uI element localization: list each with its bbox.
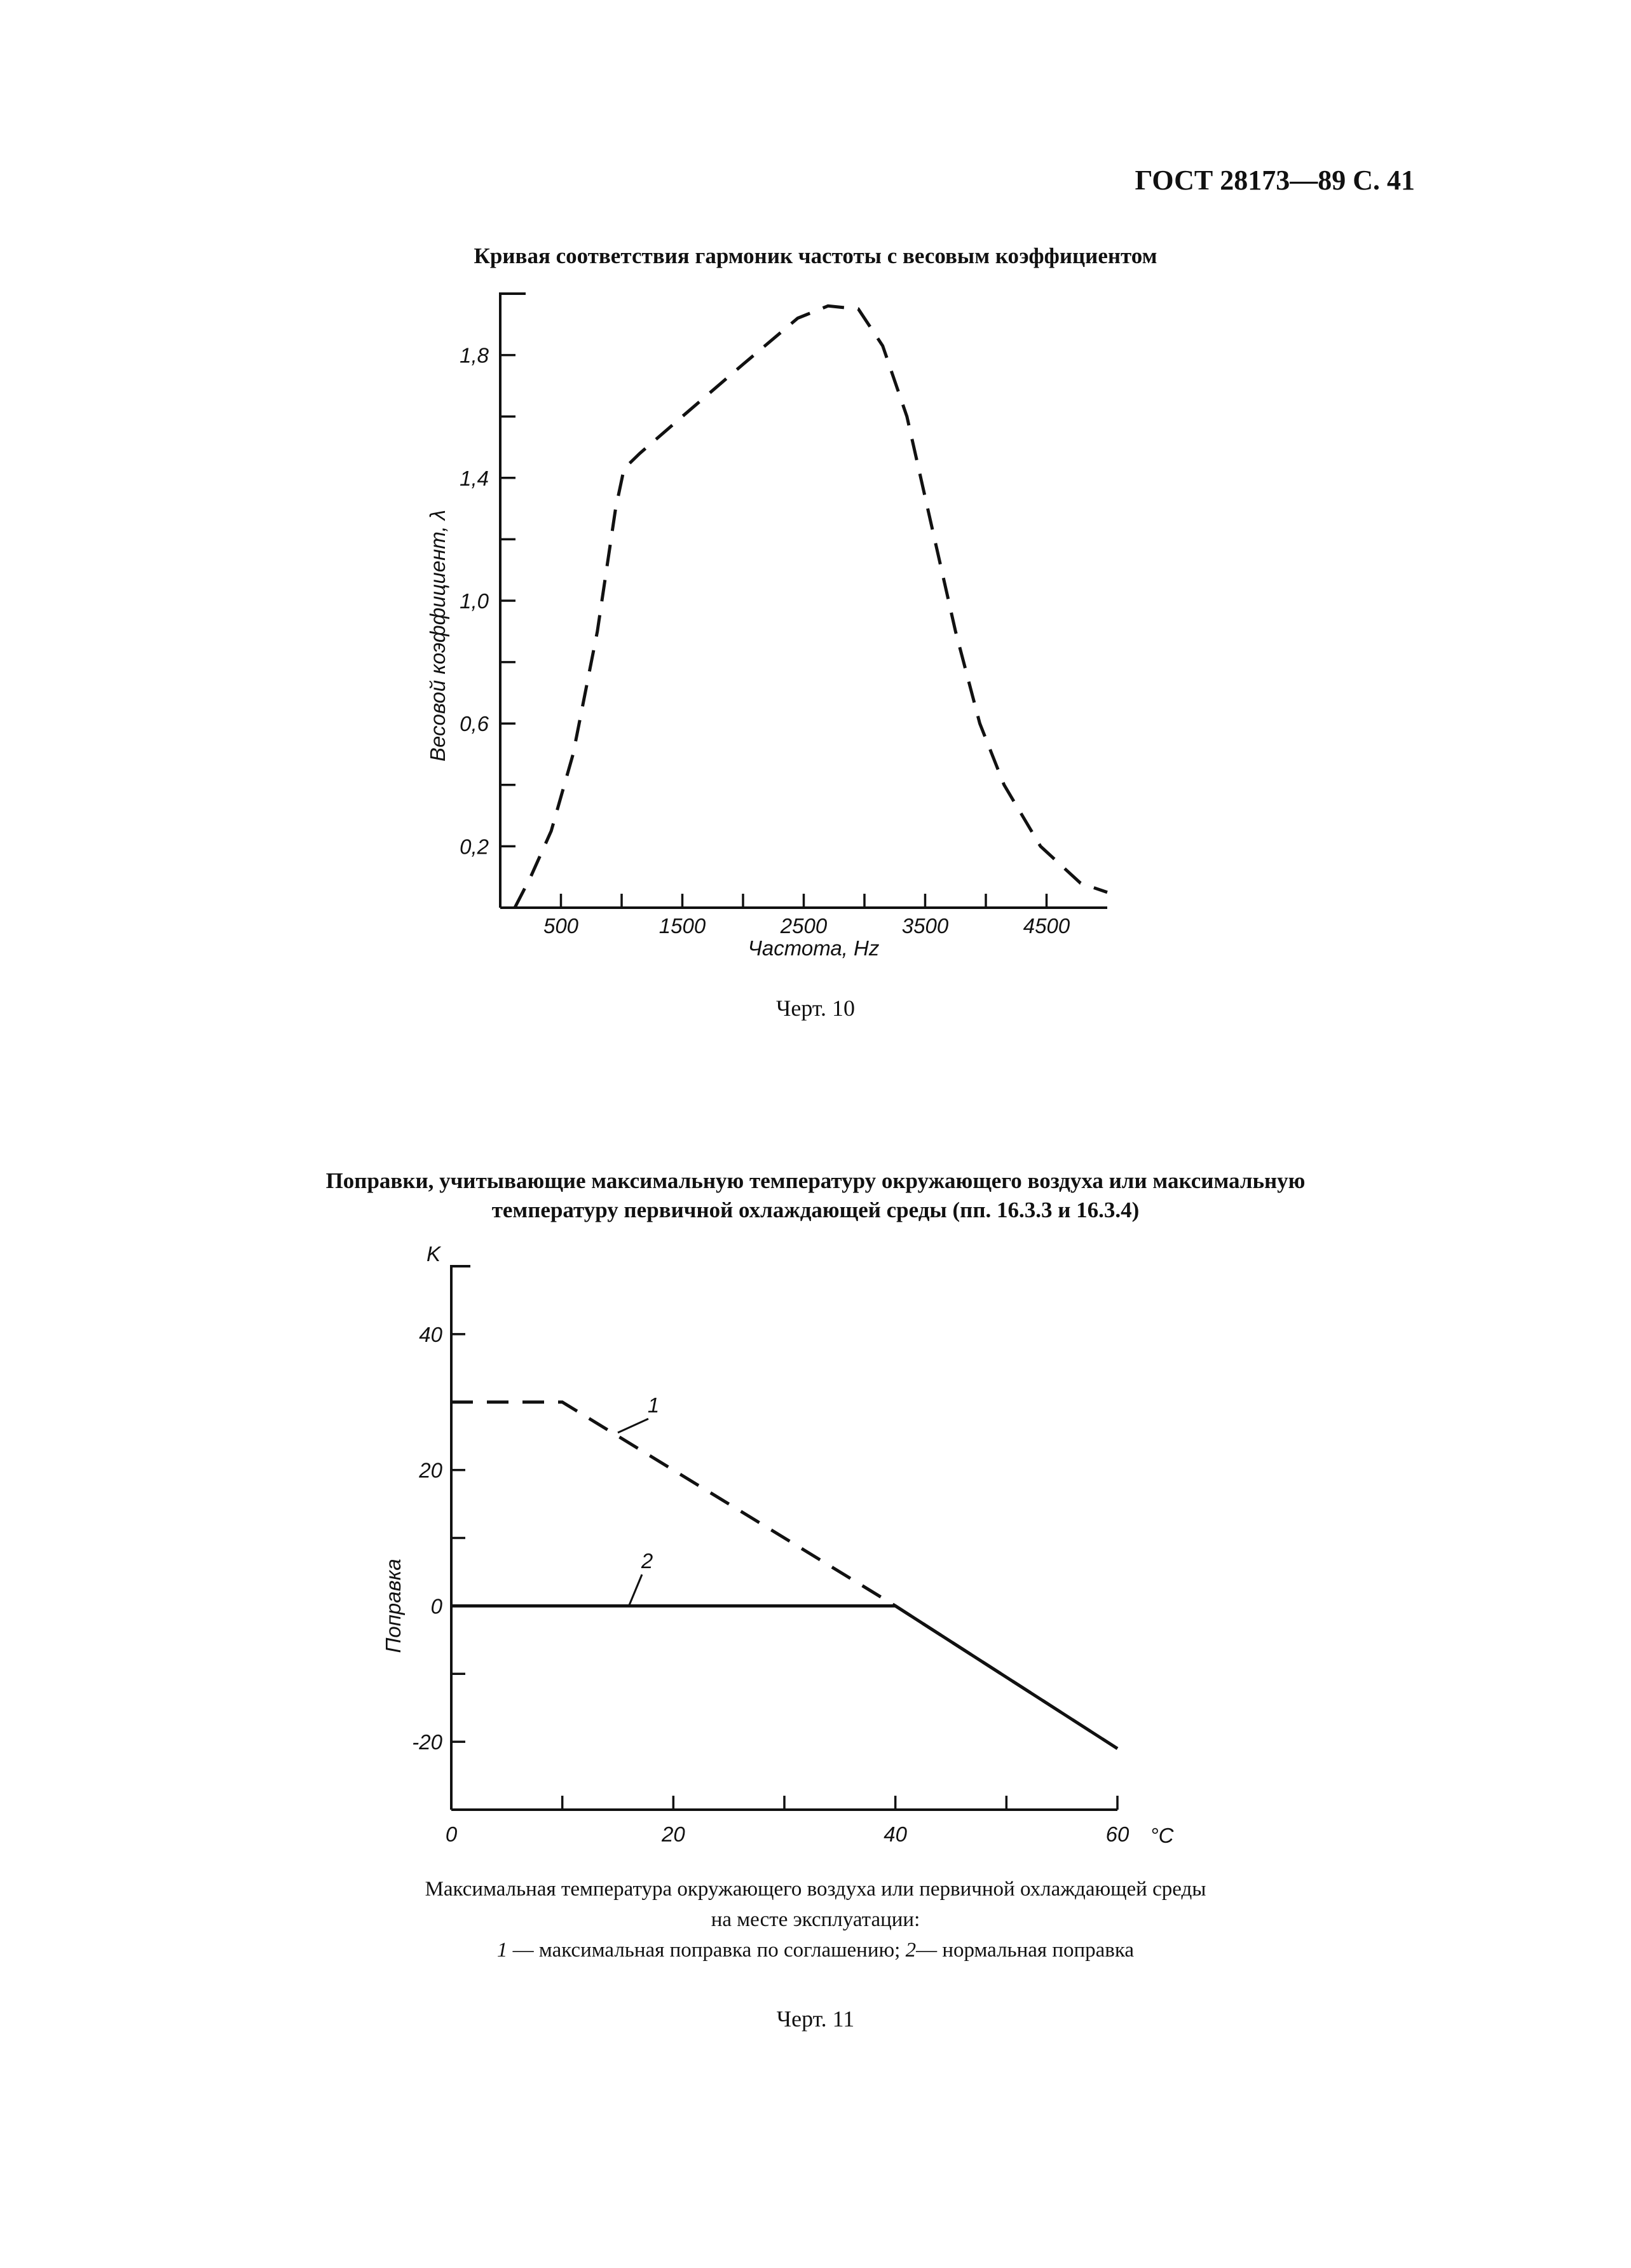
figure-11-note-line3: 1 — максимальная поправка по соглашению;… (0, 1935, 1631, 1965)
figure-10-caption: Черт. 10 (776, 995, 855, 1021)
series-callout-line (617, 1418, 649, 1434)
y-axis-label: Весовой коэффициент, λ (426, 510, 449, 762)
series-label: 2 (641, 1549, 653, 1573)
x-tick-label: 20 (661, 1822, 685, 1846)
y-tick-label: 0,6 (460, 712, 489, 735)
x-tick-label: 2500 (780, 914, 828, 938)
figure-11-note-line2: на месте эксплуатации: (711, 1908, 920, 1931)
y-tick-label: 1,8 (460, 344, 489, 367)
x-tick-label: 4500 (1023, 914, 1070, 938)
y-tick-label: 40 (419, 1323, 442, 1346)
y-tick-label: 1,0 (460, 589, 489, 613)
series-callout-line (628, 1574, 643, 1606)
x-tick-label: 0 (446, 1822, 458, 1846)
x-tick-label: 3500 (902, 914, 949, 938)
x-tick-label: 40 (884, 1822, 907, 1846)
page-header: ГОСТ 28173—89 С. 41 (1135, 165, 1415, 196)
figure-11-title-line2: температуру первичной охлаждающей среды … (491, 1198, 1140, 1222)
x-tick-label: 500 (543, 914, 579, 938)
figure-11-title-line1: Поправки, учитывающие максимальную темпе… (325, 1168, 1306, 1193)
y-tick-label: 0,2 (460, 835, 489, 858)
x-tick-label: 60 (1106, 1822, 1129, 1846)
series-1-line (451, 1400, 1119, 1750)
y-unit-label: K (427, 1242, 442, 1266)
y-tick-label: 0 (431, 1594, 443, 1618)
y-tick-label: -20 (412, 1730, 442, 1754)
y-axis-label: Поправка (381, 1559, 405, 1653)
legend-number-1: 1 (496, 1939, 508, 1962)
y-tick-label: 20 (418, 1459, 442, 1482)
legend-text-2: — нормальная поправка (916, 1939, 1135, 1962)
figure-11-caption: Черт. 11 (776, 2006, 855, 2032)
x-axis-label: °C (1150, 1824, 1174, 1847)
y-axis-line (450, 1265, 470, 1810)
figure-10-title: Кривая соответствия гармоник частоты с в… (474, 243, 1157, 268)
figure-11-note-line1: Максимальная температура окружающего воз… (425, 1878, 1206, 1901)
legend-text-1: — максимальная поправка по соглашению; (507, 1939, 906, 1962)
y-tick-label: 1,4 (460, 467, 489, 490)
y-axis-line (499, 292, 526, 908)
x-axis-label: Частота, Hz (748, 936, 880, 960)
series-label: 1 (648, 1393, 659, 1417)
legend-number-2: 2 (905, 1939, 917, 1962)
series-2-line (451, 1604, 1119, 1750)
weight-curve-line (513, 304, 1108, 909)
x-tick-label: 1500 (659, 914, 706, 938)
